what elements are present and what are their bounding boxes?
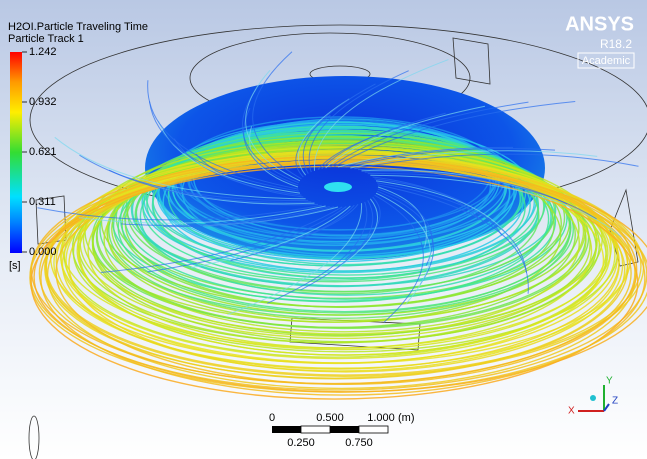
legend-tick-label: 1.242 — [29, 46, 57, 58]
scale-label: 0.500 — [316, 412, 344, 424]
scale-segment — [330, 426, 359, 433]
triad-dot — [590, 395, 596, 401]
logo-brand: ANSYS — [565, 13, 634, 35]
triad-label: X — [568, 406, 575, 417]
scale-unit: (m) — [398, 412, 415, 424]
legend-subtitle: Particle Track 1 — [8, 33, 84, 45]
scale-label: 0.750 — [345, 437, 373, 449]
scale-label: 0 — [269, 412, 275, 424]
scale-label: 0.250 — [287, 437, 315, 449]
legend-title: H2OI.Particle Traveling Time — [8, 21, 148, 33]
viewport: H2OI.Particle Traveling Time Particle Tr… — [0, 0, 647, 459]
page: H2OI.Particle Traveling Time Particle Tr… — [0, 0, 647, 459]
triad-label: Z — [612, 396, 618, 407]
hub — [324, 182, 352, 192]
color-bar — [10, 52, 22, 253]
logo-version: R18.2 — [600, 37, 632, 51]
scale-label: 1.000 — [367, 412, 395, 424]
scale-segment — [359, 426, 388, 433]
legend-tick-label: 0.932 — [29, 96, 57, 108]
legend-unit: [s] — [9, 260, 21, 272]
legend-tick-label: 0.311 — [29, 196, 56, 208]
triad-label: Y — [606, 376, 613, 387]
legend-tick-label: 0.621 — [29, 146, 57, 158]
logo-edition: Academic — [582, 55, 631, 67]
legend-tick-label: 0.000 — [29, 246, 57, 258]
scale-segment — [272, 426, 301, 433]
scale-segment — [301, 426, 330, 433]
